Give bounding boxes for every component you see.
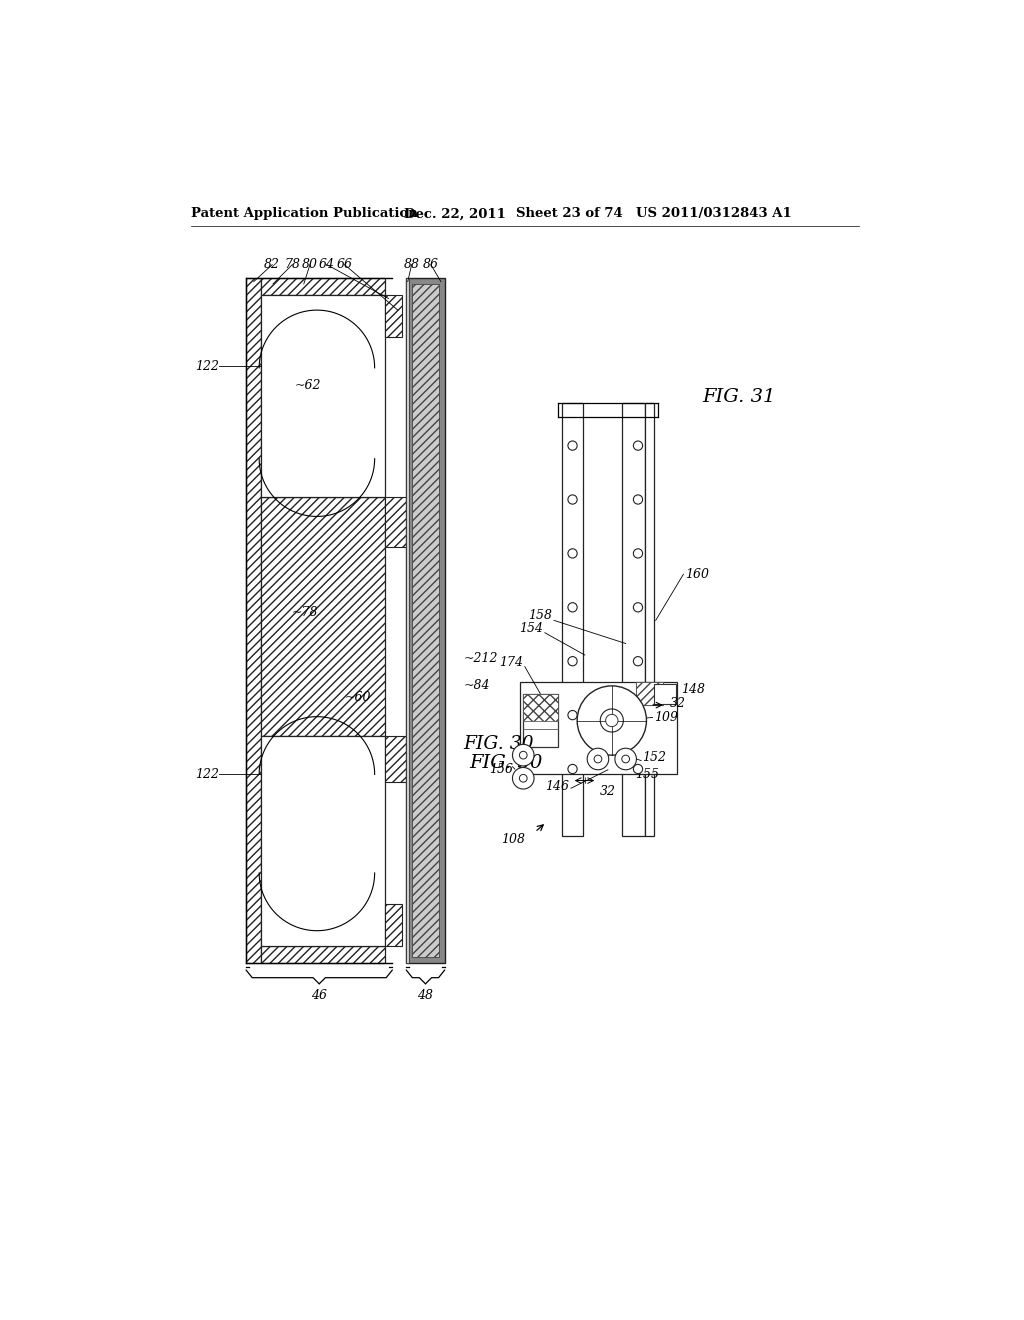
Bar bbox=[407, 277, 410, 964]
Circle shape bbox=[614, 748, 637, 770]
Text: FIG. 31: FIG. 31 bbox=[702, 388, 775, 407]
Bar bbox=[637, 682, 664, 705]
Text: FIG. 30: FIG. 30 bbox=[463, 735, 534, 752]
Text: 88: 88 bbox=[403, 259, 420, 271]
Text: ~212: ~212 bbox=[463, 652, 498, 665]
Text: 78: 78 bbox=[285, 259, 300, 271]
Circle shape bbox=[568, 549, 578, 558]
Text: Sheet 23 of 74: Sheet 23 of 74 bbox=[515, 207, 623, 220]
Text: 46: 46 bbox=[311, 989, 328, 1002]
Text: Patent Application Publication: Patent Application Publication bbox=[190, 207, 418, 220]
Bar bbox=[562, 404, 584, 836]
Text: ~60: ~60 bbox=[344, 690, 371, 704]
Circle shape bbox=[634, 495, 643, 504]
Text: 80: 80 bbox=[302, 259, 318, 271]
Bar bbox=[261, 277, 385, 294]
Circle shape bbox=[512, 744, 535, 766]
Bar bbox=[622, 404, 645, 836]
Text: ~78: ~78 bbox=[292, 606, 317, 619]
Text: 148: 148 bbox=[681, 684, 706, 696]
Text: 122: 122 bbox=[196, 768, 219, 781]
Circle shape bbox=[634, 549, 643, 558]
Text: ~84: ~84 bbox=[463, 680, 489, 693]
Circle shape bbox=[568, 441, 578, 450]
Circle shape bbox=[605, 714, 617, 726]
Circle shape bbox=[594, 755, 602, 763]
Bar bbox=[385, 294, 401, 337]
Text: 155: 155 bbox=[635, 768, 658, 781]
Bar bbox=[654, 684, 676, 704]
Bar bbox=[523, 693, 558, 747]
Text: 122: 122 bbox=[196, 360, 219, 372]
Circle shape bbox=[634, 656, 643, 665]
Circle shape bbox=[519, 751, 527, 759]
Text: 82: 82 bbox=[264, 259, 281, 271]
Bar bbox=[637, 682, 664, 705]
Bar bbox=[261, 737, 385, 946]
Text: 109: 109 bbox=[654, 711, 678, 723]
Bar bbox=[520, 682, 677, 775]
Circle shape bbox=[634, 441, 643, 450]
Text: 108: 108 bbox=[502, 833, 525, 846]
Text: 66: 66 bbox=[337, 259, 352, 271]
Bar bbox=[385, 498, 408, 548]
Bar bbox=[385, 904, 401, 946]
Circle shape bbox=[608, 717, 615, 725]
Bar bbox=[261, 294, 385, 946]
Circle shape bbox=[568, 495, 578, 504]
Circle shape bbox=[512, 767, 535, 789]
Text: 152: 152 bbox=[643, 751, 667, 764]
Text: FIG. 30: FIG. 30 bbox=[469, 754, 543, 772]
Text: 174: 174 bbox=[500, 656, 523, 669]
Circle shape bbox=[587, 748, 608, 770]
Circle shape bbox=[634, 764, 643, 774]
Text: 86: 86 bbox=[423, 259, 439, 271]
Text: 156: 156 bbox=[489, 763, 513, 776]
Text: 146: 146 bbox=[546, 780, 569, 793]
Circle shape bbox=[600, 709, 624, 733]
Circle shape bbox=[568, 710, 578, 719]
Text: 154: 154 bbox=[519, 622, 544, 635]
Bar bbox=[246, 277, 261, 964]
Bar bbox=[261, 946, 385, 964]
Circle shape bbox=[568, 764, 578, 774]
Bar bbox=[261, 294, 385, 498]
Bar bbox=[261, 498, 385, 737]
Text: 48: 48 bbox=[418, 989, 433, 1002]
Circle shape bbox=[622, 755, 630, 763]
Text: ~62: ~62 bbox=[295, 379, 321, 392]
Circle shape bbox=[578, 686, 646, 755]
Text: 64: 64 bbox=[318, 259, 335, 271]
Circle shape bbox=[568, 656, 578, 665]
Circle shape bbox=[519, 775, 527, 781]
Text: US 2011/0312843 A1: US 2011/0312843 A1 bbox=[636, 207, 792, 220]
Bar bbox=[385, 737, 408, 781]
Text: 32: 32 bbox=[600, 785, 616, 797]
Bar bbox=[645, 404, 654, 836]
Text: 32: 32 bbox=[670, 697, 685, 710]
Circle shape bbox=[634, 603, 643, 612]
Circle shape bbox=[634, 710, 643, 719]
Bar bbox=[407, 277, 444, 964]
Text: 158: 158 bbox=[528, 610, 553, 622]
Bar bbox=[413, 284, 438, 957]
Text: 160: 160 bbox=[685, 568, 709, 581]
Text: Dec. 22, 2011: Dec. 22, 2011 bbox=[403, 207, 506, 220]
Circle shape bbox=[568, 603, 578, 612]
Bar bbox=[523, 693, 558, 721]
